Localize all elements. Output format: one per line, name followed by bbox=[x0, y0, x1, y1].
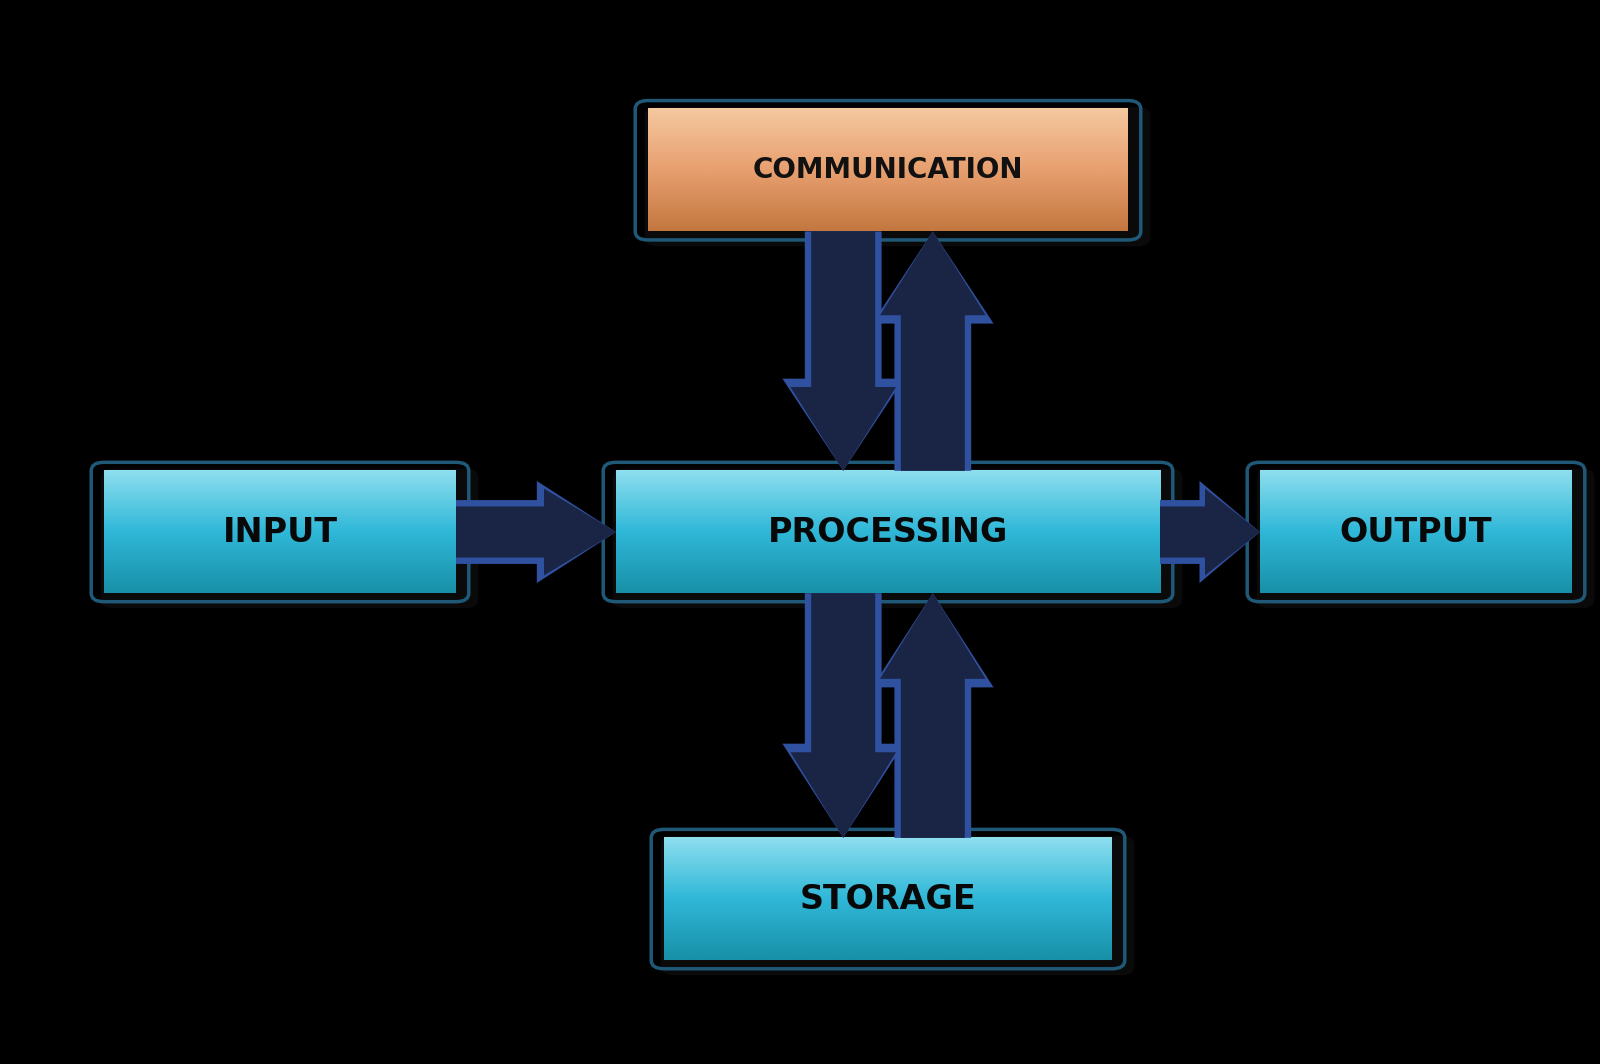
FancyArrow shape bbox=[880, 232, 986, 471]
FancyArrow shape bbox=[456, 488, 616, 576]
FancyArrow shape bbox=[790, 594, 896, 838]
Text: PROCESSING: PROCESSING bbox=[768, 515, 1008, 549]
FancyArrow shape bbox=[790, 232, 896, 471]
FancyArrow shape bbox=[880, 594, 986, 838]
Text: OUTPUT: OUTPUT bbox=[1339, 515, 1493, 549]
FancyArrow shape bbox=[1160, 488, 1261, 576]
FancyBboxPatch shape bbox=[101, 468, 478, 609]
FancyArrow shape bbox=[782, 232, 904, 471]
Text: COMMUNICATION: COMMUNICATION bbox=[752, 156, 1024, 184]
FancyArrow shape bbox=[872, 594, 994, 838]
FancyArrow shape bbox=[456, 481, 616, 583]
FancyArrow shape bbox=[872, 232, 994, 471]
FancyBboxPatch shape bbox=[1258, 468, 1594, 609]
FancyArrow shape bbox=[1160, 481, 1261, 583]
FancyBboxPatch shape bbox=[645, 107, 1150, 247]
FancyBboxPatch shape bbox=[613, 468, 1182, 609]
FancyBboxPatch shape bbox=[661, 836, 1134, 975]
Text: INPUT: INPUT bbox=[222, 515, 338, 549]
FancyArrow shape bbox=[782, 594, 904, 838]
Text: STORAGE: STORAGE bbox=[800, 882, 976, 916]
